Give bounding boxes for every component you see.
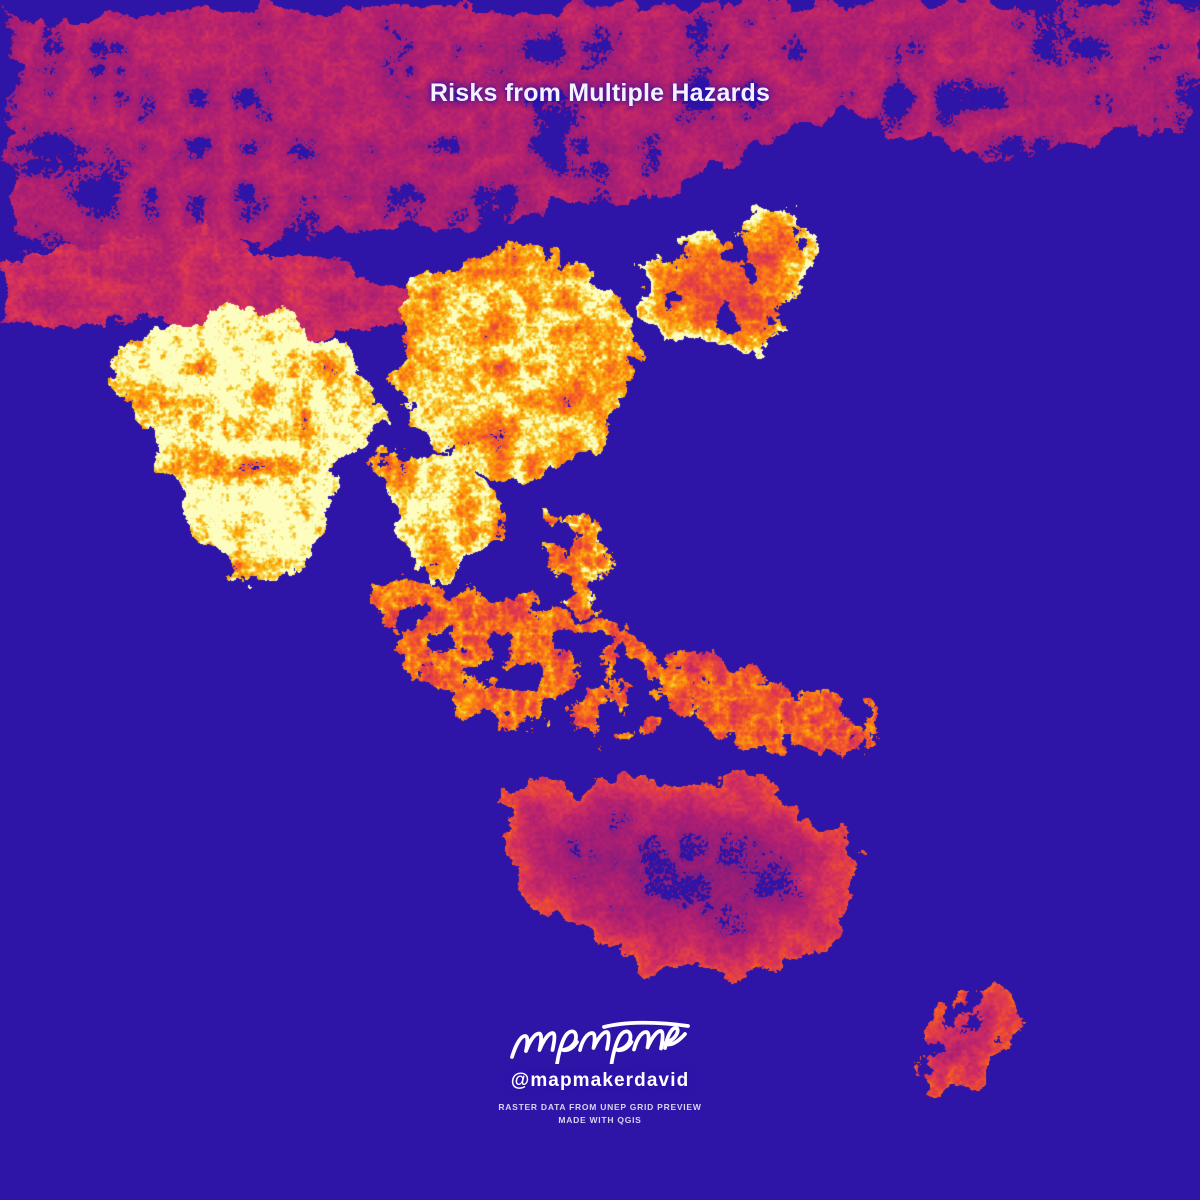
- software-credit: MADE WITH QGIS: [558, 1115, 642, 1126]
- social-handle: @mapmakerdavid: [510, 1070, 690, 1091]
- data-source-credit: RASTER DATA FROM UNEP GRID PREVIEW: [498, 1102, 702, 1112]
- mapmaker-script-logo: [510, 1020, 690, 1064]
- page-title: Risks from Multiple Hazards: [429, 79, 771, 107]
- attribution-footer: @mapmakerdavid RASTER DATA FROM UNEP GRI…: [0, 1018, 1200, 1127]
